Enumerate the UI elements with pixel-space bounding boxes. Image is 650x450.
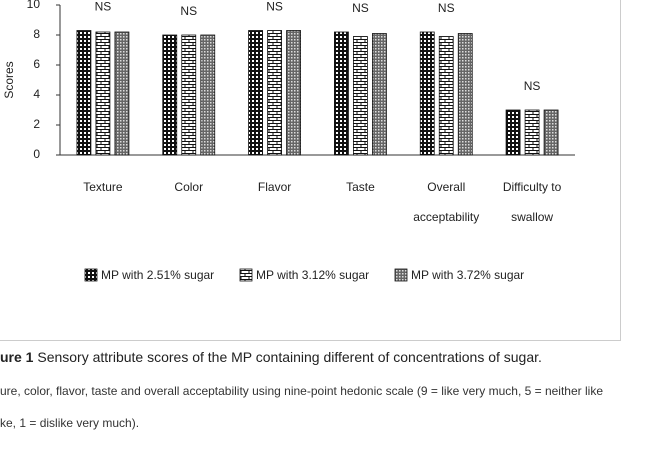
bar	[76, 30, 92, 156]
legend-swatch	[84, 268, 98, 282]
caption-label: ure 1	[0, 349, 34, 365]
annotation: NS	[438, 1, 455, 15]
legend-label: MP with 2.51% sugar	[101, 268, 215, 282]
figure-frame	[0, 0, 621, 341]
bar	[438, 36, 454, 156]
note: ke, 1 = dislike very much).	[0, 416, 140, 430]
bar	[372, 33, 387, 156]
bar	[457, 33, 473, 156]
bar	[181, 34, 197, 156]
bar	[200, 34, 216, 156]
bar	[267, 30, 282, 156]
chart: Scores 0 2 4 6 8 10 NS NS NS NS NS NS	[2, 0, 575, 282]
x-tick-label: Flavor	[257, 180, 292, 194]
y-tick-label: 4	[33, 87, 40, 101]
y-tick-label: 10	[27, 0, 41, 11]
legend-label: MP with 3.12% sugar	[256, 268, 370, 282]
x-tick-label: Taste	[346, 180, 375, 194]
annotation: NS	[95, 0, 112, 14]
bar	[248, 30, 263, 156]
annotation: NS	[352, 1, 369, 15]
legend-label: MP with 3.72% sugar	[411, 268, 525, 282]
x-tick-label: Texture	[83, 180, 123, 194]
bar	[419, 31, 435, 156]
y-tick-label: 6	[33, 57, 40, 71]
bar	[353, 36, 368, 156]
legend-swatch	[239, 268, 253, 282]
bar	[334, 31, 349, 156]
note: ure, color, flavor, taste and overall ac…	[0, 384, 603, 398]
x-tick-label: Color	[174, 180, 204, 194]
y-tick-label: 2	[33, 117, 40, 131]
bar	[524, 109, 540, 156]
bar	[114, 31, 130, 156]
annotation: NS	[524, 79, 541, 93]
bar	[505, 109, 521, 156]
bar	[543, 109, 559, 156]
caption: ure 1 Sensory attribute scores of the MP…	[0, 349, 542, 365]
x-tick-label: Difficulty to swallow	[502, 180, 562, 224]
y-tick-label: 8	[33, 27, 40, 41]
bar	[95, 31, 111, 156]
bar	[162, 34, 178, 156]
x-tick-label: Overall acceptability	[413, 180, 480, 224]
annotation: NS	[180, 4, 197, 18]
annotation: NS	[266, 0, 283, 14]
y-axis-title: Scores	[2, 61, 16, 98]
legend-swatch	[394, 268, 408, 282]
bar	[286, 30, 301, 156]
caption-text: Sensory attribute scores of the MP conta…	[37, 349, 542, 365]
y-tick-label: 0	[33, 147, 40, 161]
